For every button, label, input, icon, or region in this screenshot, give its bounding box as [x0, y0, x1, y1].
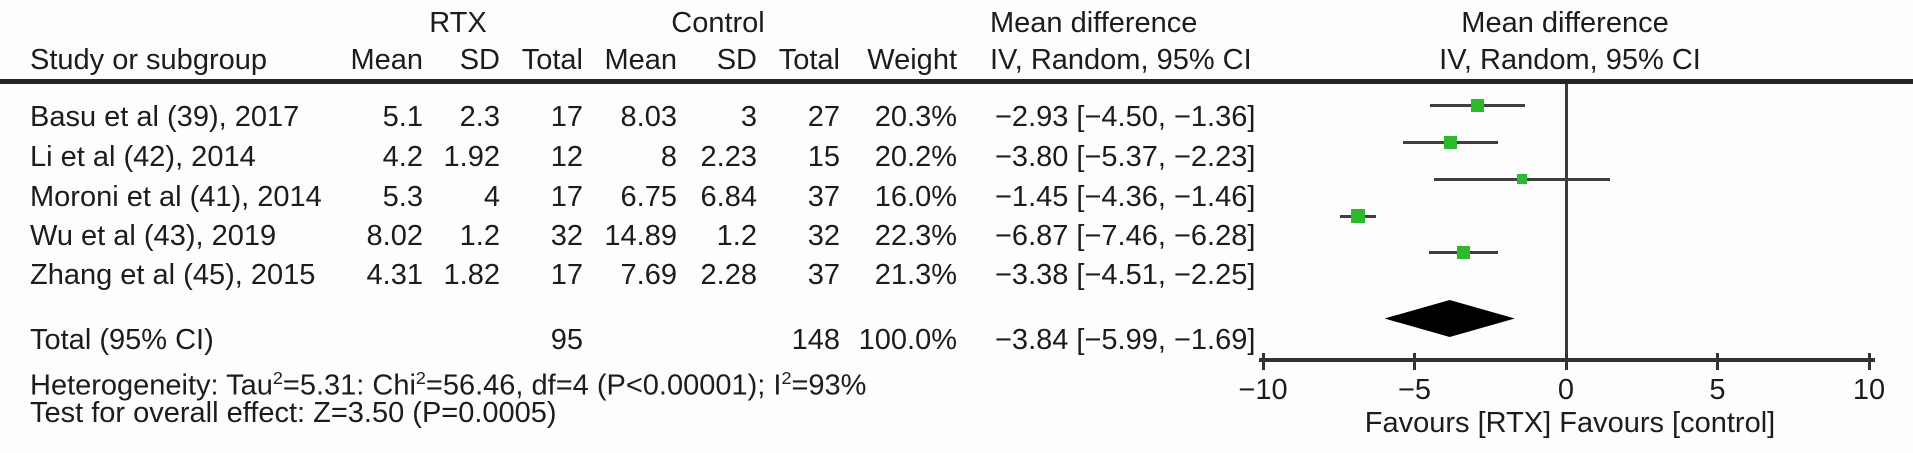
column-header-sd: SD — [716, 44, 757, 76]
control-group-header: Control — [671, 7, 765, 39]
study-name: Zhang et al (45), 2015 — [30, 259, 316, 291]
study-control-mean: 6.75 — [620, 181, 677, 213]
study-control-total: 37 — [807, 181, 840, 213]
ci-marker — [1444, 135, 1458, 149]
total-label: Total (95% CI) — [30, 324, 214, 356]
column-header-total: Total — [521, 44, 583, 76]
study-rtx-mean: 4.31 — [366, 259, 423, 291]
axis-tick — [1261, 353, 1265, 370]
study-control-sd: 2.28 — [700, 259, 757, 291]
study-rtx-mean: 8.02 — [366, 220, 423, 252]
study-rtx-total: 32 — [550, 220, 583, 252]
study-control-mean: 14.89 — [604, 220, 677, 252]
total-weight: 100.0% — [858, 324, 957, 356]
tick-label: −5 — [1397, 374, 1432, 406]
study-column-header: Study or subgroup — [30, 44, 267, 76]
study-weight: 16.0% — [874, 181, 957, 213]
study-weight: 20.3% — [874, 101, 957, 133]
study-ci-text: −6.87 [−7.46, −6.28] — [995, 220, 1256, 252]
study-control-mean: 8.03 — [620, 101, 677, 133]
total-ci-text: −3.84 [−5.99, −1.69] — [995, 324, 1256, 356]
study-control-mean: 7.69 — [620, 259, 677, 291]
column-header-total: Total — [778, 44, 840, 76]
column-header-mean: Mean — [604, 44, 677, 76]
study-name: Moroni et al (41), 2014 — [30, 181, 322, 213]
total-rtx-n: 95 — [550, 324, 583, 356]
study-rtx-mean: 5.3 — [382, 181, 423, 213]
md-column-title: Mean difference — [990, 7, 1198, 39]
study-name: Wu et al (43), 2019 — [30, 220, 277, 252]
study-control-sd: 3 — [740, 101, 757, 133]
study-ci-text: −3.38 [−4.51, −2.25] — [995, 259, 1256, 291]
study-control-total: 15 — [807, 141, 840, 173]
study-weight: 20.2% — [874, 141, 957, 173]
study-rtx-sd: 1.2 — [459, 220, 500, 252]
study-rtx-sd: 2.3 — [459, 101, 500, 133]
zero-line — [1564, 84, 1568, 360]
heterogeneity-note: Heterogeneity: Tau2=5.31: Chi2=56.46, df… — [30, 368, 867, 402]
study-control-total: 27 — [807, 101, 840, 133]
tick-label: 10 — [1852, 374, 1886, 406]
tick-label: 5 — [1709, 374, 1726, 406]
ci-marker — [1517, 174, 1528, 184]
ci-marker — [1457, 245, 1471, 259]
header-separator-line — [0, 79, 1913, 84]
study-weight: 22.3% — [874, 220, 957, 252]
study-rtx-total: 17 — [550, 181, 583, 213]
axis-tick — [1564, 353, 1568, 370]
study-control-sd: 1.2 — [716, 220, 757, 252]
study-rtx-sd: 4 — [483, 181, 500, 213]
study-rtx-mean: 5.1 — [382, 101, 423, 133]
overall-effect-note: Test for overall effect: Z=3.50 (P=0.000… — [30, 397, 557, 429]
study-ci-text: −3.80 [−5.37, −2.23] — [995, 141, 1256, 173]
study-rtx-sd: 1.92 — [443, 141, 500, 173]
study-rtx-total: 17 — [550, 101, 583, 133]
column-header-mean: Mean — [350, 44, 423, 76]
axis-tick — [1716, 353, 1719, 370]
study-name: Basu et al (39), 2017 — [30, 101, 300, 133]
study-control-total: 32 — [807, 220, 840, 252]
study-rtx-mean: 4.2 — [382, 141, 423, 173]
md-plot-subtitle: IV, Random, 95% CI — [1439, 44, 1701, 76]
tick-label: 0 — [1557, 374, 1575, 406]
superscript: 2 — [272, 368, 283, 388]
axis-tick — [1867, 353, 1871, 370]
study-control-total: 37 — [807, 259, 840, 291]
study-name: Li et al (42), 2014 — [30, 141, 256, 173]
column-header-sd: SD — [459, 44, 500, 76]
tick-label: −10 — [1238, 374, 1288, 406]
rtx-group-header: RTX — [429, 7, 487, 39]
study-control-mean: 8 — [660, 141, 677, 173]
superscript: 2 — [781, 368, 792, 388]
study-weight: 21.3% — [874, 259, 957, 291]
study-ci-text: −2.93 [−4.50, −1.36] — [995, 101, 1256, 133]
axis-tick — [1413, 353, 1416, 370]
study-rtx-total: 12 — [550, 141, 583, 173]
study-ci-text: −1.45 [−4.36, −1.46] — [995, 181, 1256, 213]
favours-label: Favours [RTX] Favours [control] — [1364, 407, 1776, 439]
superscript: 2 — [415, 368, 426, 388]
column-header-weight: Weight — [867, 44, 957, 76]
md-column-subtitle: IV, Random, 95% CI — [990, 44, 1252, 76]
study-rtx-sd: 1.82 — [443, 259, 500, 291]
total-control-n: 148 — [791, 324, 840, 356]
study-control-sd: 6.84 — [700, 181, 757, 213]
study-control-sd: 2.23 — [700, 141, 757, 173]
study-rtx-total: 17 — [550, 259, 583, 291]
ci-marker — [1350, 209, 1365, 223]
md-plot-title: Mean difference — [1461, 7, 1669, 39]
ci-marker — [1470, 98, 1484, 112]
pooled-diamond — [1384, 300, 1515, 337]
